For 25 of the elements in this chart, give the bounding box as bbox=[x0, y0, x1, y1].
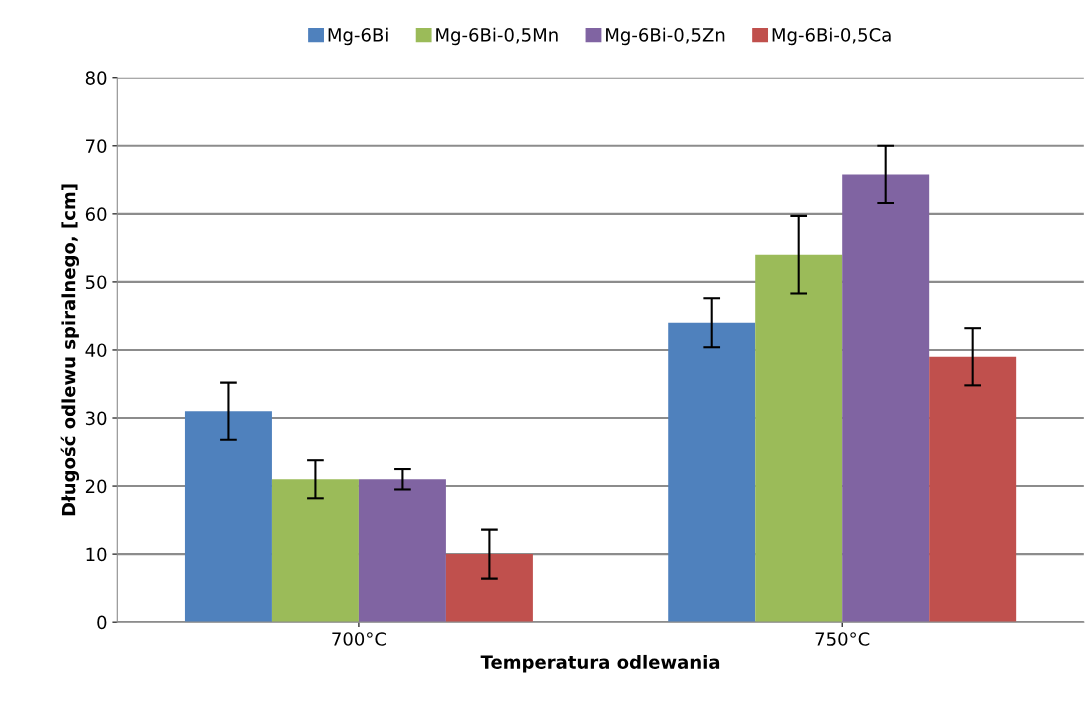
legend-label: Mg-6Bi-0,5Zn bbox=[606, 27, 725, 46]
bar bbox=[445, 554, 533, 623]
y-tick-label: 80 bbox=[85, 71, 107, 85]
x-axis-title: Temperatura odlewania bbox=[480, 654, 720, 673]
bar bbox=[358, 479, 446, 623]
y-tick-label: 20 bbox=[85, 479, 107, 494]
bar bbox=[271, 479, 359, 623]
x-tick-label: 750°C bbox=[815, 632, 870, 646]
x-tick-label: 700°C bbox=[332, 632, 386, 646]
legend-label: Mg-6Bi-0,5Ca bbox=[772, 27, 891, 46]
bar bbox=[755, 254, 843, 623]
y-tick-label: 60 bbox=[85, 207, 107, 221]
y-tick-label: 10 bbox=[86, 547, 107, 562]
y-tick-label: 40 bbox=[85, 343, 107, 358]
bar bbox=[668, 322, 756, 623]
y-tick-label: 50 bbox=[85, 275, 107, 290]
y-tick-label: 0 bbox=[97, 615, 107, 630]
bar bbox=[929, 356, 1017, 623]
y-tick-label: 70 bbox=[86, 139, 107, 153]
legend-label: Mg-6Bi bbox=[328, 27, 388, 46]
bar bbox=[184, 411, 272, 623]
bar bbox=[842, 174, 930, 623]
y-axis-title: Długość odlewu spiralnego, [cm] bbox=[60, 184, 80, 516]
legend-label: Mg-6Bi-0,5Mn bbox=[436, 27, 558, 46]
y-tick-label: 30 bbox=[85, 411, 107, 426]
